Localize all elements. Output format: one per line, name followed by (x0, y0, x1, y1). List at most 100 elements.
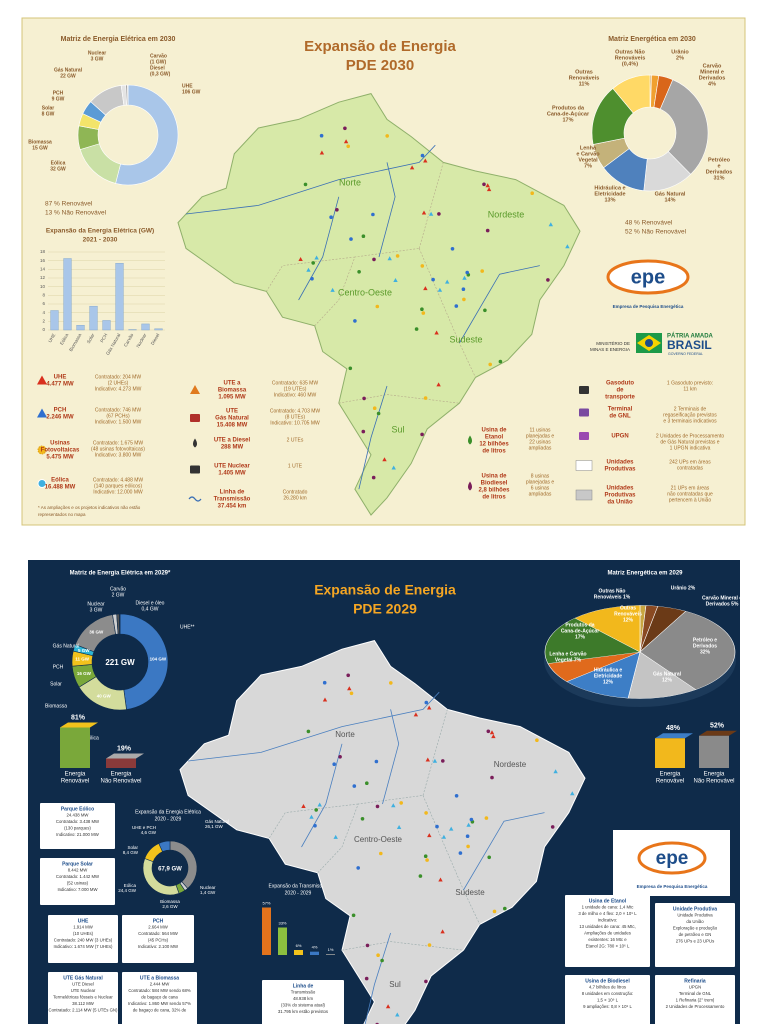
map-marker (421, 311, 426, 315)
title: Expansão de Energia (314, 582, 456, 598)
legend-label: da União (607, 500, 633, 506)
info-text: UTE Diesel (72, 982, 94, 987)
legend-detail: (67 PCHs) (106, 413, 130, 419)
info-box (565, 895, 650, 967)
segment-label: Biomassa (28, 139, 52, 145)
legend-label: PCH (54, 408, 67, 414)
y-tick-label: 6 (42, 301, 45, 306)
share-label: Energia (65, 772, 86, 778)
x-tick-label: Solar (86, 332, 96, 344)
map-marker (465, 834, 470, 838)
segment-label: Outras (620, 605, 636, 611)
map-marker (424, 811, 428, 815)
info-text: (45 PCHs) (148, 938, 169, 943)
legend-icon (468, 481, 472, 491)
segment-label: Gás Natural (205, 819, 229, 824)
pie-segment (544, 617, 641, 664)
map-marker (432, 758, 438, 763)
map-marker (356, 866, 361, 870)
map-marker (346, 144, 351, 149)
segment-value: 2% (676, 55, 684, 61)
segment-value: (1 GW) (150, 59, 166, 65)
donut-title: Expansão da Energia Elétrica (135, 809, 201, 815)
legend-detail: Contratado: 4.703 MW (270, 408, 321, 414)
legend-icon (579, 386, 589, 394)
map-marker (352, 784, 357, 788)
segment-label: Hidráulica e (594, 667, 623, 673)
river (358, 385, 388, 490)
electric-matrix-title: Matriz de Energia Elétrica em 2029* (70, 571, 171, 577)
map-marker (376, 953, 380, 957)
transmission-title: Expansão da Transmissão (269, 883, 328, 889)
info-text: existentes: 16 Mtc e (588, 937, 627, 942)
segment-value: 40 GW (97, 694, 112, 699)
legend-detail: Contratado: 1.675 MW (93, 440, 144, 446)
share-bar (655, 738, 685, 768)
map-marker (485, 228, 490, 233)
legend-detail: 2 Terminais de (674, 406, 707, 412)
info-text: UTE a Biomassa (140, 975, 179, 981)
legend-label: Usina de (481, 474, 507, 480)
renewable-share: 87 % Renovável (45, 201, 93, 208)
brazil-map (179, 640, 586, 1024)
map-marker (427, 705, 432, 710)
map-marker (454, 304, 459, 308)
segment-value: 5 GW (78, 648, 90, 653)
brand-sub: GOVERNO FEDERAL (668, 352, 703, 356)
map-marker (343, 126, 347, 131)
map-marker (438, 877, 443, 882)
chart-subtitle: 2021 - 2030 (83, 237, 118, 244)
legend-label: de GNL (609, 414, 631, 420)
share-value: 81% (71, 714, 86, 721)
region-label: Sul (389, 980, 401, 989)
bar (278, 927, 287, 955)
map-marker (420, 307, 424, 312)
y-tick-label: 14 (40, 267, 46, 272)
legend-label: Linha de (220, 490, 245, 496)
map-marker (329, 215, 333, 219)
pie-segment (115, 84, 179, 186)
share-bar (60, 727, 90, 768)
legend-detail: Contratado: 635 MW (272, 380, 318, 386)
legend-icon (190, 414, 200, 422)
segment-label: Derivados (699, 75, 726, 81)
map-marker (319, 133, 324, 138)
map-marker (387, 256, 392, 261)
segment-label: Renováveis (614, 611, 642, 617)
river (301, 743, 343, 848)
segment-value: 3 GW (91, 56, 104, 62)
legend-label: 4.477 MW (46, 382, 74, 388)
segment-label: Diesel e óleo (136, 600, 165, 606)
info-text: de petróleo e GN (679, 932, 712, 937)
segment-value: 8 GW (42, 111, 55, 117)
info-box (262, 980, 344, 1024)
river (459, 265, 540, 344)
info-text: Contratado: 2.114 MW (5 UTEs GN) (49, 1008, 118, 1013)
region-border (422, 709, 448, 796)
map-marker (343, 139, 349, 144)
map-marker (313, 823, 317, 828)
legend-label: Gás Natural (215, 416, 249, 422)
legend-detail: Indicativo: 3.800 MW (95, 452, 142, 458)
info-text: Contratado: 240 MW (3 UHEs) (54, 938, 113, 943)
segment-value: 36 GW (89, 630, 104, 635)
segment-label: Vegetal 7% (555, 657, 582, 663)
legend-detail: regaseificação previstos (663, 412, 717, 418)
info-text: 1,5 × 10⁹ L (597, 998, 619, 1003)
river (188, 691, 440, 762)
info-box (122, 972, 197, 1024)
legend-detail: 22 usinas (529, 439, 551, 445)
info-text: Indicativo: 1.674 MW (7 UHEs) (54, 944, 114, 949)
map-marker (492, 909, 497, 914)
map-marker (364, 976, 369, 981)
info-text: Ampliações de unidades (584, 931, 631, 936)
legend-detail: planejadas e (526, 433, 555, 439)
map-marker (550, 825, 555, 829)
info-text: UTE Gás Natural (63, 975, 103, 981)
info-text: 1.914 MW (73, 925, 94, 930)
legend-label: 37.454 km (218, 504, 247, 510)
info-box (48, 915, 118, 963)
footnote: representados no mapa (38, 512, 86, 517)
map-marker (309, 814, 314, 819)
